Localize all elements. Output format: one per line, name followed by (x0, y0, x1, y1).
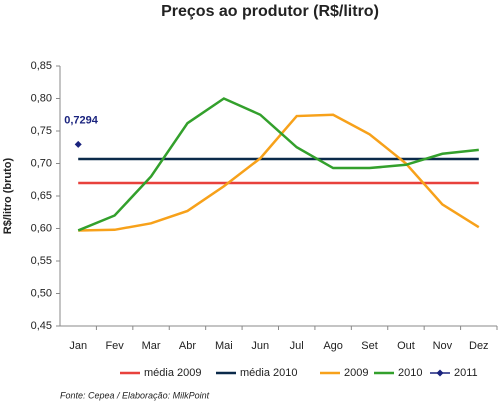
legend-label: média 2009 (144, 367, 202, 379)
chart-title: Preços ao produtor (R$/litro) (161, 3, 379, 20)
x-tick-label: Out (397, 340, 415, 352)
legend-marker (436, 369, 444, 377)
x-tick-label: Mai (215, 340, 233, 352)
y-axis-label: R$/litro (bruto) (2, 157, 14, 234)
x-tick-label: Jul (290, 340, 304, 352)
legend-label: 2009 (344, 367, 368, 379)
y-tick-label: 0,60 (31, 222, 52, 234)
x-tick-label: Jun (251, 340, 269, 352)
legend-label: média 2010 (240, 367, 298, 379)
x-tick-label: Abr (179, 340, 196, 352)
legend-label: 2010 (398, 367, 422, 379)
y-tick-label: 0,70 (31, 157, 52, 169)
value-label: 0,7294 (64, 114, 99, 126)
series-line (77, 97, 479, 232)
x-tick-label: Nov (433, 340, 453, 352)
legend-label: 2011 (454, 367, 478, 379)
x-tick-label: Set (361, 340, 378, 352)
x-tick-label: Dez (469, 340, 489, 352)
y-tick-label: 0,80 (31, 92, 52, 104)
x-tick-label: Mar (142, 340, 161, 352)
y-tick-label: 0,85 (31, 60, 52, 72)
x-tick-label: Jan (69, 340, 87, 352)
x-tick-label: Ago (323, 340, 343, 352)
y-tick-label: 0,50 (31, 287, 52, 299)
y-tick-label: 0,45 (31, 320, 52, 332)
y-tick-label: 0,65 (31, 190, 52, 202)
y-tick-label: 0,75 (31, 125, 52, 137)
point-marker (74, 140, 82, 148)
series-line (78, 113, 480, 232)
x-tick-label: Fev (105, 340, 124, 352)
source: Fonte: Cepea / Elaboração: MilkPoint (60, 390, 210, 400)
y-tick-label: 0,55 (31, 255, 52, 267)
